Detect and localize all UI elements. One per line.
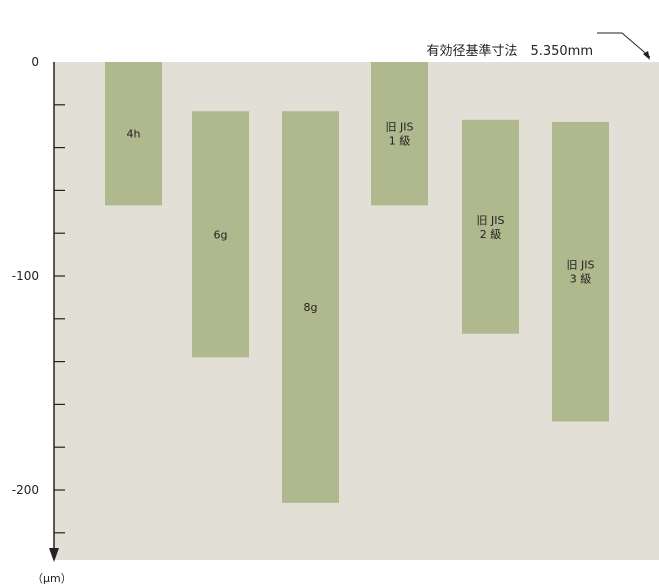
bar-label: 8g [304, 301, 318, 314]
bar [552, 121, 609, 422]
y-tick-label: -100 [12, 269, 39, 283]
y-axis-arrowhead [49, 548, 59, 562]
bar-label: 旧 JIS 3 級 [567, 259, 595, 286]
reference-leader-line [597, 32, 651, 58]
reference-arrowhead [643, 51, 650, 60]
bar [462, 119, 519, 334]
bar-label: 旧 JIS 2 級 [477, 214, 505, 241]
bar [282, 111, 339, 503]
bar [105, 62, 162, 206]
bar-label: 旧 JIS 1 級 [386, 121, 414, 148]
reference-dimension-label: 有効径基準寸法 5.350mm [426, 44, 593, 59]
bar-label: 6g [214, 228, 228, 241]
bar [192, 111, 249, 358]
bar [371, 62, 428, 206]
unit-label: （μm） [32, 572, 72, 585]
y-tick-label: -200 [12, 483, 39, 497]
bar-label: 4h [127, 128, 141, 141]
y-tick-label: 0 [31, 55, 39, 69]
